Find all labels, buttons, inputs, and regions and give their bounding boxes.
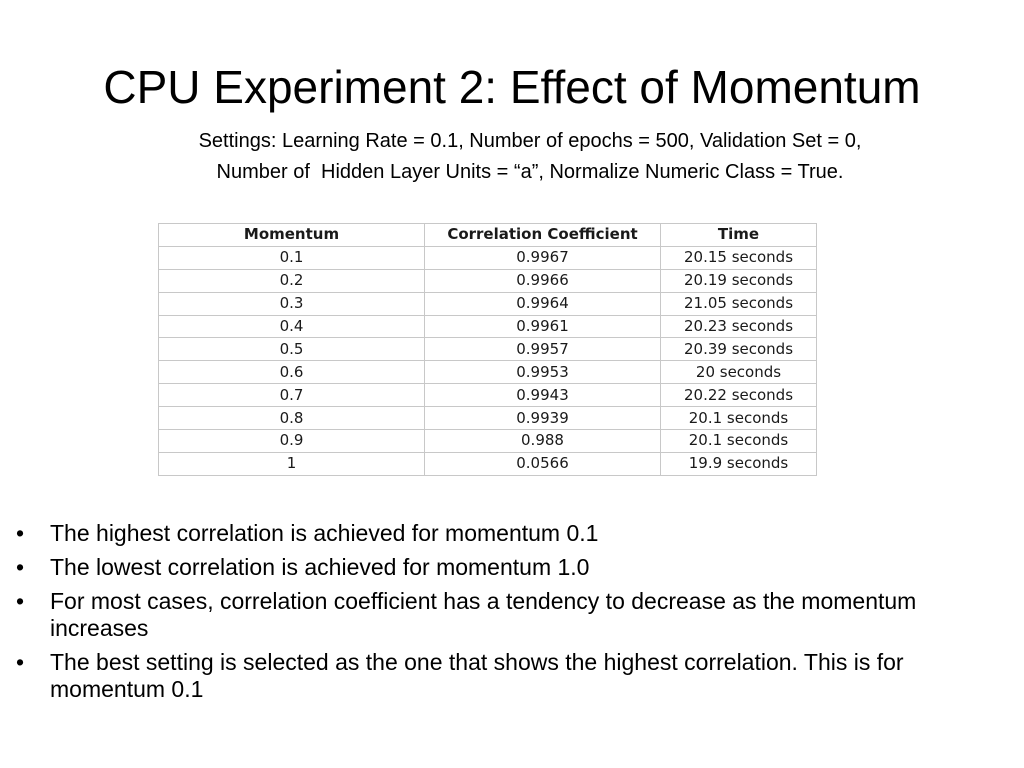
time-cell: 20.22 seconds bbox=[660, 383, 817, 408]
momentum-cell: 0.7 bbox=[158, 383, 425, 408]
correlation-cell: 0.9953 bbox=[424, 360, 661, 385]
correlation-cell: 0.9967 bbox=[424, 245, 661, 270]
time-cell: 20.15 seconds bbox=[660, 245, 817, 270]
momentum-cell: 0.5 bbox=[158, 337, 425, 362]
table-row: 0.2 0.9966 20.19 seconds bbox=[158, 268, 817, 293]
time-cell: 20.23 seconds bbox=[660, 314, 817, 339]
correlation-cell: 0.988 bbox=[424, 429, 661, 453]
settings-line-1: Settings: Learning Rate = 0.1, Number of… bbox=[198, 130, 862, 152]
header-correlation-coefficient: Correlation Coefficient bbox=[424, 223, 661, 247]
bullet-text: The highest correlation is achieved for … bbox=[50, 520, 599, 546]
bullet-text: For most cases, correlation coefficient … bbox=[50, 588, 917, 641]
settings-text: Settings: Learning Rate = 0.1, Number of… bbox=[40, 126, 1020, 188]
correlation-cell: 0.9964 bbox=[424, 291, 661, 316]
correlation-cell: 0.9957 bbox=[424, 337, 661, 362]
list-item: • The lowest correlation is achieved for… bbox=[0, 554, 1000, 581]
bullet-text: The best setting is selected as the one … bbox=[50, 649, 904, 702]
time-cell: 20.39 seconds bbox=[660, 337, 817, 362]
momentum-cell: 0.3 bbox=[158, 291, 425, 316]
bullet-icon: • bbox=[16, 649, 25, 675]
findings-list: • The highest correlation is achieved fo… bbox=[0, 520, 1000, 710]
bullet-icon: • bbox=[16, 520, 25, 546]
table-row: 0.7 0.9943 20.22 seconds bbox=[158, 383, 817, 408]
momentum-cell: 0.2 bbox=[158, 268, 425, 293]
list-item: • The best setting is selected as the on… bbox=[0, 649, 1000, 703]
table-row: 1 0.0566 19.9 seconds bbox=[158, 451, 817, 476]
time-cell: 20 seconds bbox=[660, 360, 817, 385]
results-table: Momentum Correlation Coefficient Time 0.… bbox=[158, 223, 817, 476]
momentum-cell: 1 bbox=[158, 451, 425, 476]
correlation-cell: 0.0566 bbox=[424, 451, 661, 476]
correlation-cell: 0.9939 bbox=[424, 406, 661, 431]
momentum-cell: 0.1 bbox=[158, 245, 425, 270]
momentum-cell: 0.4 bbox=[158, 314, 425, 339]
table-row: 0.9 0.988 20.1 seconds bbox=[158, 429, 817, 453]
momentum-cell: 0.9 bbox=[158, 429, 425, 453]
time-cell: 21.05 seconds bbox=[660, 291, 817, 316]
correlation-cell: 0.9961 bbox=[424, 314, 661, 339]
header-momentum: Momentum bbox=[158, 223, 425, 247]
table-row: 0.5 0.9957 20.39 seconds bbox=[158, 337, 817, 362]
momentum-cell: 0.8 bbox=[158, 406, 425, 431]
bullet-icon: • bbox=[16, 554, 25, 580]
header-time: Time bbox=[660, 223, 817, 247]
correlation-cell: 0.9966 bbox=[424, 268, 661, 293]
table-row: 0.6 0.9953 20 seconds bbox=[158, 360, 817, 385]
list-item: • The highest correlation is achieved fo… bbox=[0, 520, 1000, 547]
table-row: 0.4 0.9961 20.23 seconds bbox=[158, 314, 817, 339]
time-cell: 20.1 seconds bbox=[660, 406, 817, 431]
momentum-cell: 0.6 bbox=[158, 360, 425, 385]
time-cell: 20.1 seconds bbox=[660, 429, 817, 453]
slide-title: CPU Experiment 2: Effect of Momentum bbox=[103, 60, 921, 113]
bullet-icon: • bbox=[16, 588, 25, 614]
bullet-text: The lowest correlation is achieved for m… bbox=[50, 554, 590, 580]
table-header-row: Momentum Correlation Coefficient Time bbox=[158, 223, 817, 247]
settings-line-2: Number of Hidden Layer Units = “a”, Norm… bbox=[216, 161, 844, 183]
time-cell: 20.19 seconds bbox=[660, 268, 817, 293]
list-item: • For most cases, correlation coefficien… bbox=[0, 588, 1000, 642]
time-cell: 19.9 seconds bbox=[660, 451, 817, 476]
table-row: 0.8 0.9939 20.1 seconds bbox=[158, 406, 817, 431]
results-table-container: Momentum Correlation Coefficient Time 0.… bbox=[158, 223, 817, 476]
table-row: 0.3 0.9964 21.05 seconds bbox=[158, 291, 817, 316]
correlation-cell: 0.9943 bbox=[424, 383, 661, 408]
table-row: 0.1 0.9967 20.15 seconds bbox=[158, 245, 817, 270]
